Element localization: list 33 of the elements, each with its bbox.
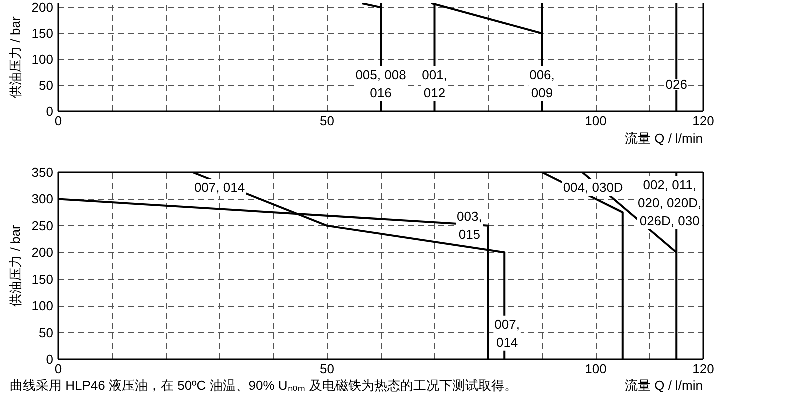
y-tick-label: 200: [32, 0, 54, 16]
y-tick-label: 50: [39, 325, 54, 340]
y-tick-label: 50: [39, 78, 54, 94]
y-axis-title: 供油压力 / bar: [8, 224, 23, 307]
y-tick-label: 200: [32, 245, 54, 260]
annotation: 002, 011, 020, 020D, 026D, 030: [638, 177, 702, 228]
annotation: 004, 030D: [563, 180, 624, 195]
annotation: 026: [666, 77, 688, 92]
x-axis-title: 流量 Q / l/min: [624, 378, 703, 393]
x-axis-title: 流量 Q / l/min: [624, 131, 703, 146]
annotation: 003, 015: [457, 208, 482, 242]
x-tick-label: 100: [585, 362, 607, 376]
y-tick-label: 300: [32, 192, 54, 207]
y-tick-label: 150: [32, 272, 54, 287]
x-tick-label: 100: [585, 114, 607, 128]
y-tick-label: 150: [32, 26, 54, 42]
text: 曲线采用 HLP46 液压油，在 50ºC 油温、90% Uₙₒₘ 及电磁铁为热态的工况下测试取得。: [10, 378, 518, 393]
x-tick-label: 50: [320, 114, 334, 128]
y-tick-label: 0: [46, 104, 54, 119]
y-tick-label: 250: [32, 218, 54, 234]
y-tick-label: 100: [32, 52, 54, 68]
annotation: 001, 012: [422, 67, 448, 100]
x-tick-label: 120: [692, 362, 714, 376]
x-tick-label: 50: [320, 362, 334, 376]
annotation: 005, 008 016: [356, 67, 406, 100]
y-tick-label: 350: [32, 165, 54, 180]
y-axis-title: 供油压力 / bar: [8, 16, 23, 98]
annotation: 006, 009: [530, 67, 555, 100]
y-tick-label: 100: [32, 298, 54, 314]
x-tick-label: 120: [692, 114, 714, 128]
annotation: 007, 014: [194, 180, 246, 195]
y-tick-label: 0: [46, 352, 54, 367]
annotation: 007, 014: [494, 316, 520, 350]
